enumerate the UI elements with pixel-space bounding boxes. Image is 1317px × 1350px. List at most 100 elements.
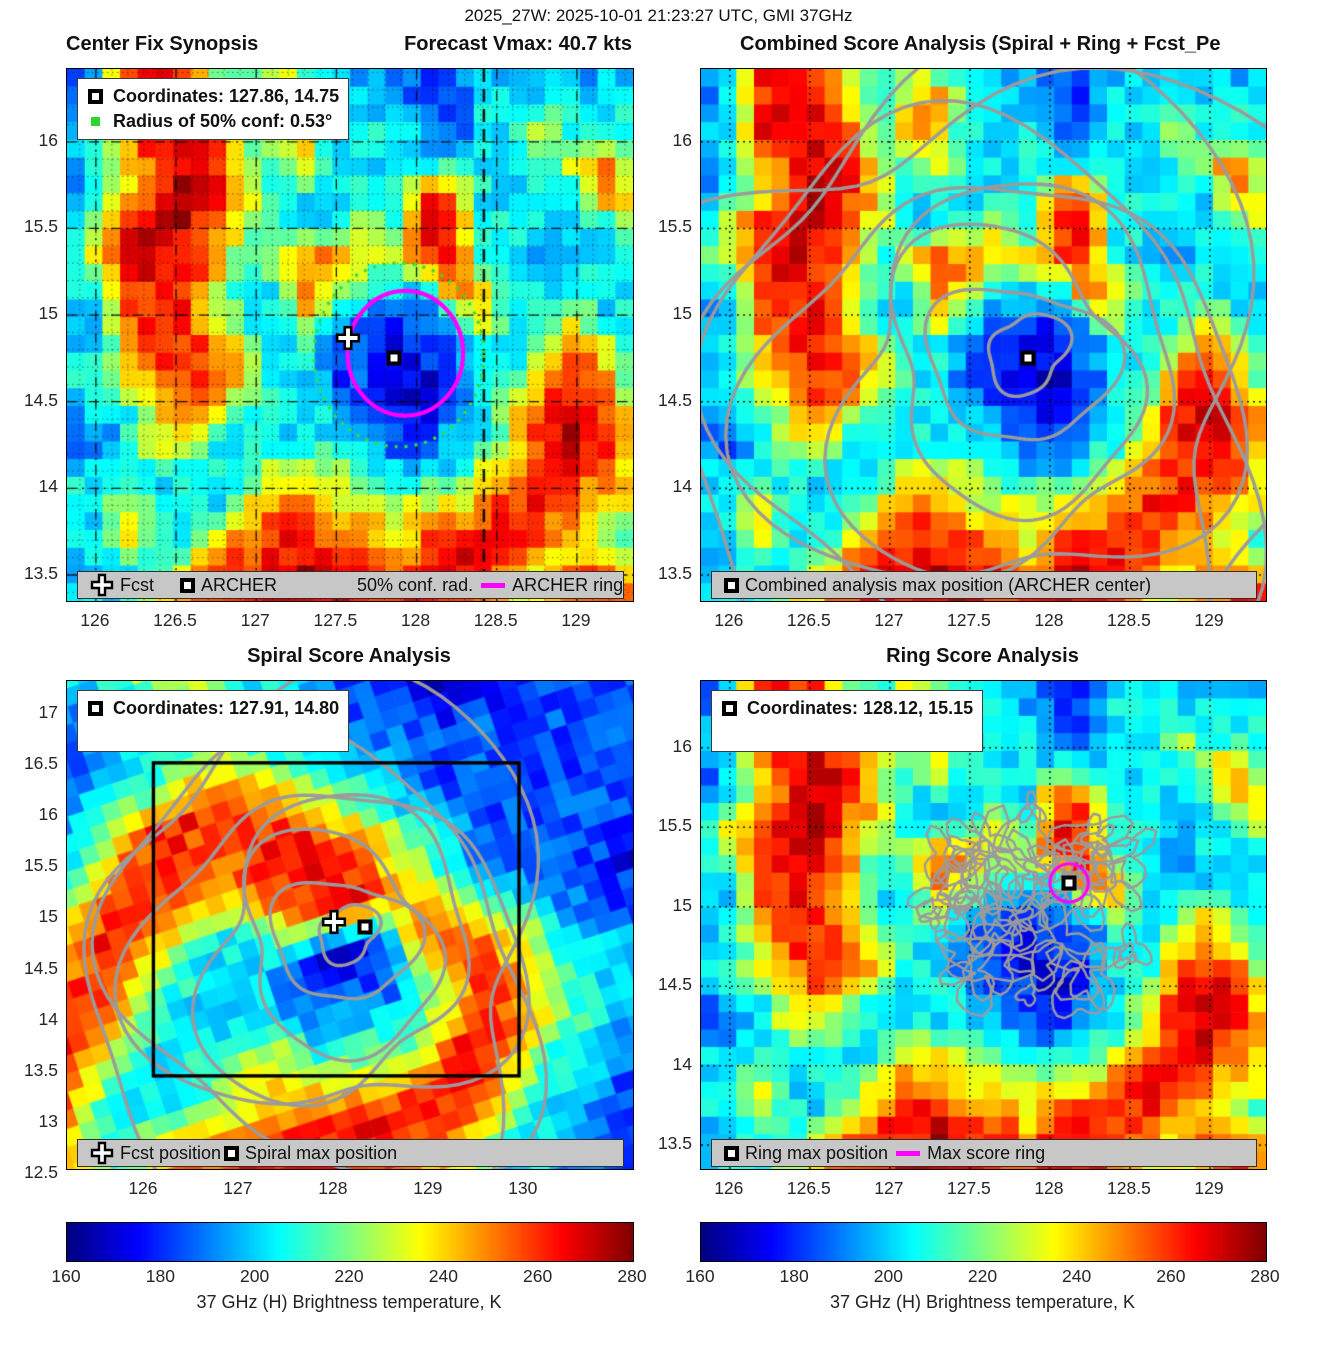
legend-row-coordinates: Coordinates: 127.86, 14.75 — [88, 84, 340, 109]
y-tick-label: 12.5 — [23, 1162, 58, 1183]
legend-item-spiral-max: Spiral max position — [224, 1143, 397, 1164]
x-tick-label: 126 — [714, 610, 744, 630]
legend-row-radius: Radius of 50% conf: 0.53° — [88, 109, 340, 134]
center-fix-legend-bar: Fcst ARCHER 50% conf. rad. ARCHER ring — [77, 571, 624, 599]
x-tick-label: 127.5 — [946, 1178, 991, 1198]
legend-item-ring-max: Ring max position — [724, 1143, 888, 1164]
legend-item-conf-rad: 50% conf. rad. — [357, 575, 473, 596]
x-tick-label: 126.5 — [153, 610, 197, 630]
y-tick-label: 16 — [672, 735, 692, 756]
square-marker-icon — [724, 577, 739, 593]
center-fix-heatmap-canvas — [67, 69, 633, 601]
panel2-title: Combined Score Analysis (Spiral + Ring +… — [740, 33, 1221, 55]
colorbar-left-label: 37 GHz (H) Brightness temperature, K — [196, 1292, 502, 1312]
y-tick-label: 14.5 — [657, 389, 692, 410]
x-tick-label: 126 — [714, 1178, 744, 1198]
y-tick-label: 14 — [672, 1053, 692, 1074]
x-tick-label: 130 — [508, 1178, 538, 1198]
legend-label: Max score ring — [927, 1142, 1046, 1163]
colorbar-tick-label: 240 — [1062, 1266, 1092, 1286]
y-tick-label: 16 — [38, 804, 58, 825]
coordinates-label: Coordinates: 127.86, 14.75 — [113, 86, 340, 106]
square-marker-icon — [180, 577, 195, 593]
square-marker-icon — [724, 1145, 739, 1161]
legend-row-blank — [722, 721, 974, 746]
x-tick-label: 128 — [1034, 1178, 1064, 1198]
x-tick-label: 127 — [874, 1178, 904, 1198]
colorbar-tick-label: 180 — [779, 1266, 809, 1286]
colorbar-tick-label: 280 — [1250, 1266, 1280, 1286]
x-tick-label: 129 — [1194, 610, 1224, 630]
cross-marker-icon — [90, 1141, 114, 1165]
y-tick-label: 14 — [38, 1008, 58, 1029]
y-tick-label: 15.5 — [23, 855, 58, 876]
legend-item-max-score-ring: Max score ring — [896, 1142, 1046, 1164]
x-tick-label: 129 — [1194, 1178, 1224, 1198]
center-fix-legend-box: Coordinates: 127.86, 14.75 Radius of 50%… — [77, 78, 349, 140]
y-tick-label: 13.5 — [23, 563, 58, 583]
page-title: 2025_27W: 2025-10-01 21:23:27 UTC, GMI 3… — [464, 6, 853, 25]
colorbar-tick-label: 200 — [873, 1266, 903, 1286]
y-tick-label: 14.5 — [657, 974, 692, 995]
legend-item-combined-max: Combined analysis max position (ARCHER c… — [724, 575, 1151, 596]
legend-item-archer-ring: ARCHER ring — [481, 574, 624, 596]
y-tick-label: 14 — [672, 476, 692, 497]
x-tick-label: 129 — [413, 1178, 443, 1198]
center-fix-panel: Coordinates: 127.86, 14.75 Radius of 50%… — [66, 68, 634, 602]
square-marker-icon — [722, 701, 737, 716]
y-tick-label: 15 — [38, 303, 58, 324]
x-tick-label: 127 — [874, 610, 904, 630]
colorbar-tick-label: 180 — [145, 1266, 175, 1286]
x-tick-label: 129 — [561, 610, 591, 630]
x-tick-label: 128.5 — [1107, 610, 1151, 630]
y-tick-label: 13.5 — [23, 1059, 58, 1080]
spiral-score-legend-bar: Fcst position Spiral max position — [77, 1139, 624, 1167]
legend-row-coordinates: Coordinates: 127.91, 14.80 — [88, 696, 340, 721]
cross-marker-icon — [90, 573, 114, 597]
legend-row-blank — [88, 721, 340, 746]
y-tick-label: 16 — [672, 129, 692, 150]
panel1-title: Center Fix Synopsis — [66, 33, 259, 55]
y-tick-label: 15.5 — [657, 216, 692, 237]
colorbar-right-label: 37 GHz (H) Brightness temperature, K — [829, 1292, 1136, 1312]
y-tick-label: 15.5 — [23, 216, 58, 237]
x-tick-label: 128.5 — [1107, 1178, 1151, 1198]
combined-score-panel: Combined analysis max position (ARCHER c… — [700, 68, 1267, 602]
x-tick-label: 127 — [240, 610, 270, 630]
colorbar-right — [700, 1222, 1267, 1262]
y-tick-label: 15 — [672, 894, 692, 915]
square-marker-icon — [88, 701, 103, 716]
combined-score-heatmap-canvas — [701, 69, 1266, 601]
ring-score-heatmap-canvas — [701, 681, 1266, 1169]
colorbar-tick-label: 160 — [685, 1266, 715, 1286]
spiral-score-heatmap-canvas — [67, 681, 633, 1169]
x-tick-label: 127 — [223, 1178, 253, 1198]
colorbar-tick-label: 220 — [334, 1266, 364, 1286]
y-tick-label: 14.5 — [23, 957, 58, 978]
panel4-title: Ring Score Analysis — [886, 645, 1079, 667]
square-marker-icon — [88, 89, 103, 104]
colorbar-tick-label: 200 — [240, 1266, 270, 1286]
colorbar-left — [66, 1222, 634, 1262]
legend-item-fcst: Fcst — [90, 573, 154, 597]
legend-row-coordinates: Coordinates: 128.12, 15.15 — [722, 696, 974, 721]
y-tick-label: 17 — [38, 701, 58, 722]
y-tick-label: 14.5 — [23, 389, 58, 410]
radius-label: Radius of 50% conf: 0.53° — [113, 111, 333, 131]
y-tick-label: 13.5 — [657, 1133, 692, 1154]
ring-score-panel: Coordinates: 128.12, 15.15 Ring max posi… — [700, 680, 1267, 1170]
y-tick-label: 15 — [672, 303, 692, 324]
legend-label: Combined analysis max position (ARCHER c… — [745, 574, 1152, 595]
y-tick-label: 16.5 — [23, 752, 58, 773]
legend-label: Fcst position — [120, 1142, 222, 1163]
magenta-line-icon — [481, 582, 506, 588]
coordinates-label: Coordinates: 127.91, 14.80 — [113, 698, 340, 718]
x-tick-label: 128 — [400, 610, 431, 630]
legend-label: ARCHER ring — [512, 574, 624, 595]
y-tick-label: 16 — [38, 129, 58, 150]
x-tick-label: 126 — [128, 1178, 158, 1198]
x-tick-label: 126.5 — [786, 610, 831, 630]
y-tick-label: 13.5 — [657, 563, 692, 583]
legend-label: Spiral max position — [245, 1142, 398, 1163]
